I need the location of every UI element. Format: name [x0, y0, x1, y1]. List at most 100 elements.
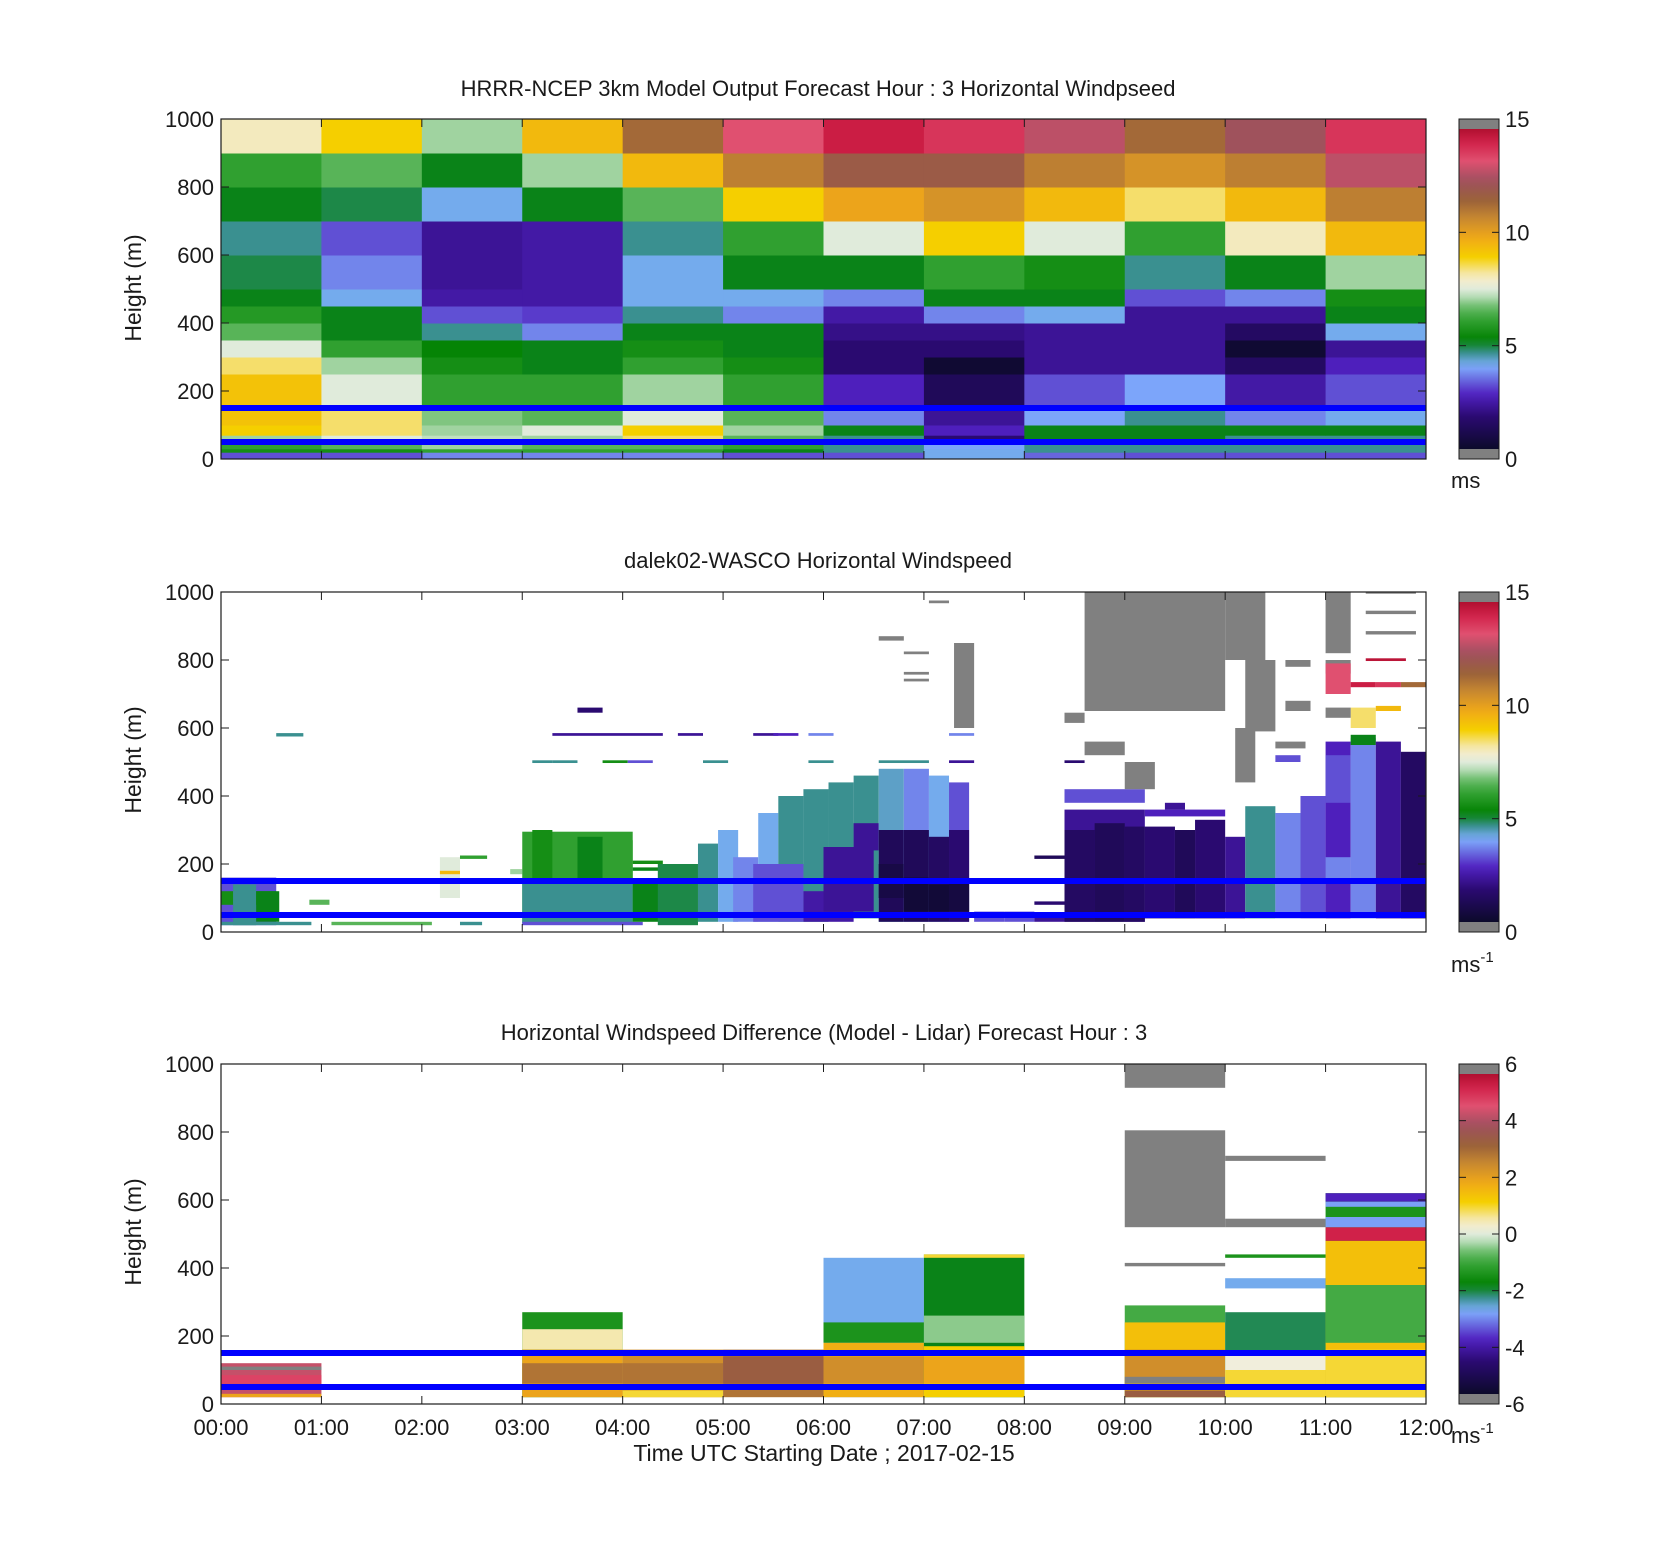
- heatmap-cell: [923, 374, 1025, 392]
- data-patch: [1124, 1390, 1226, 1398]
- data-patch: [1365, 631, 1416, 635]
- data-patch: [1124, 1262, 1226, 1267]
- data-patch: [1325, 1217, 1426, 1228]
- y-tick-label: 1000: [165, 580, 214, 605]
- heatmap-cell: [1325, 255, 1427, 290]
- data-patch: [221, 1375, 322, 1384]
- colorbar-tick-label: 4: [1505, 1109, 1517, 1134]
- heatmap-cell: [522, 187, 624, 222]
- y-tick-label: 0: [202, 1392, 214, 1417]
- data-patch: [1275, 755, 1301, 762]
- heatmap-cell: [1325, 306, 1427, 324]
- colorbar-under: [1459, 449, 1499, 459]
- heatmap-cell: [723, 221, 824, 256]
- heatmap-cell: [622, 391, 724, 409]
- data-patch: [309, 899, 330, 905]
- data-patch: [1124, 762, 1155, 790]
- y-tick-label: 600: [177, 243, 214, 268]
- heatmap-cell: [723, 425, 824, 436]
- heatmap-cell: [823, 442, 925, 450]
- data-patch: [276, 733, 304, 737]
- heatmap-cell: [1325, 391, 1427, 409]
- heatmap-cell: [723, 391, 824, 409]
- panel-title: dalek02-WASCO Horizontal Windspeed: [624, 548, 1012, 573]
- heatmap-cell: [823, 425, 925, 436]
- heatmap-cell: [923, 221, 1025, 256]
- data-patch: [1225, 1254, 1326, 1258]
- heatmap-cell: [221, 340, 322, 358]
- colorbar-tick-label: 15: [1505, 580, 1529, 605]
- heatmap-cell: [321, 408, 423, 426]
- heatmap-cell: [923, 255, 1025, 290]
- heatmap-cell: [1225, 391, 1327, 409]
- data-patch: [1325, 857, 1351, 881]
- data-patch: [823, 1356, 924, 1384]
- heatmap-cell: [221, 357, 322, 375]
- heatmap-cell: [622, 374, 724, 392]
- heatmap-cell: [522, 391, 624, 409]
- heatmap-cell: [321, 306, 423, 324]
- colorbar-unit: ms: [1451, 468, 1480, 493]
- data-patch: [1325, 663, 1351, 694]
- heatmap-cell: [1024, 374, 1126, 392]
- y-tick-label: 1000: [165, 1052, 214, 1077]
- heatmap-cell: [421, 408, 523, 426]
- data-patch: [522, 921, 643, 926]
- colorbar-tick-label: 5: [1505, 807, 1517, 832]
- heatmap-cell: [221, 442, 322, 450]
- heatmap-cell: [1124, 221, 1226, 256]
- data-patch: [949, 760, 975, 764]
- model-windspeed-panel: HRRR-NCEP 3km Model Output Forecast Hour…: [120, 76, 1529, 493]
- y-axis: 0 200 400 600 800 1000: [165, 107, 1427, 472]
- heatmap-cell: [1225, 448, 1327, 453]
- heatmap-cell: [1124, 357, 1226, 375]
- heatmap-cell: [723, 289, 824, 307]
- data-patch: [1124, 1064, 1226, 1088]
- data-patch: [1225, 1370, 1326, 1398]
- heatmap-cell: [1325, 119, 1427, 154]
- heatmap-cell: [622, 255, 724, 290]
- data-patch: [577, 707, 603, 713]
- heatmap-cell: [1024, 425, 1126, 436]
- x-axis: 00:00 01:00 02:00 03:00 04:00 05:00 06:00 07:00…: [193, 1064, 1454, 1440]
- data-patch: [1325, 1349, 1426, 1398]
- heatmap-cell: [221, 425, 322, 436]
- heatmap-cell: [221, 374, 322, 392]
- y-axis-label: Height (m): [120, 234, 146, 341]
- heatmap-cell: [1325, 452, 1427, 460]
- heatmap-cell: [1325, 323, 1427, 341]
- heatmap-cell: [723, 187, 824, 222]
- heatmap-cell: [823, 448, 925, 453]
- colorbar-gradient: [1459, 129, 1499, 449]
- colorbar-unit: ms-1: [1451, 1420, 1494, 1448]
- heatmap-cell: [421, 119, 523, 154]
- heatmap-cell: [221, 187, 322, 222]
- x-tick-label: 01:00: [294, 1415, 349, 1440]
- heatmap-cell: [622, 187, 724, 222]
- heatmap-cell: [622, 442, 724, 450]
- heatmap-cell: [321, 448, 423, 453]
- data-patch: [1350, 682, 1376, 688]
- heatmap-cell: [723, 306, 824, 324]
- heatmap-cell: [823, 187, 925, 222]
- heatmap-cell: [421, 448, 523, 453]
- colorbar-tick-label: 5: [1505, 334, 1517, 359]
- heatmap-cell: [622, 435, 724, 443]
- heatmap-cell: [823, 357, 925, 375]
- heatmap-cell: [923, 340, 1025, 358]
- heatmap-cell: [421, 452, 523, 460]
- x-tick-label: 02:00: [394, 1415, 449, 1440]
- heatmap-cell: [421, 442, 523, 450]
- difference-panel: Horizontal Windspeed Difference (Model -…: [120, 1020, 1525, 1466]
- data-patch: [1285, 660, 1311, 667]
- data-patch: [1034, 901, 1065, 905]
- x-axis-label: Time UTC Starting Date ; 2017-02-15: [633, 1440, 1014, 1466]
- heatmap-cell: [321, 255, 423, 290]
- data-patch: [1064, 760, 1085, 764]
- data-patch: [622, 1363, 724, 1384]
- colorbar: 0 5 10 15: [1458, 580, 1529, 945]
- colorbar-over: [1459, 592, 1499, 602]
- data-patch: [1325, 1193, 1426, 1202]
- heatmap-cell: [1124, 289, 1226, 307]
- heatmap-cell: [221, 306, 322, 324]
